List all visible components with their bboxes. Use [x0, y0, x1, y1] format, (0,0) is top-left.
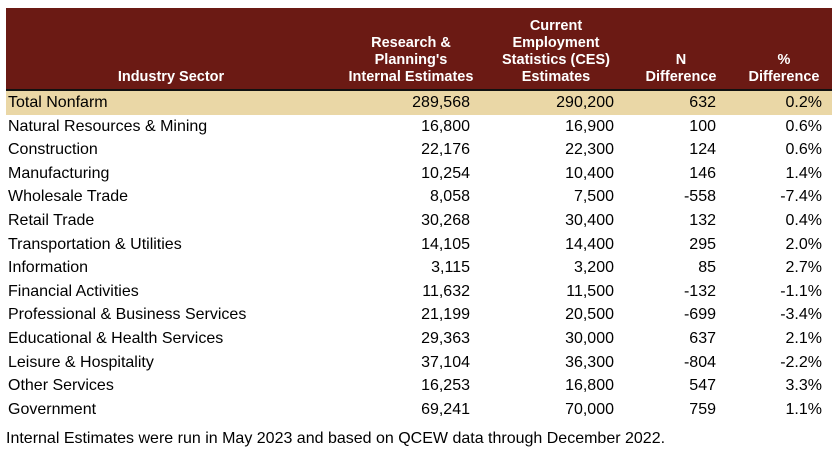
cell-pct-difference: -2.2%	[780, 353, 822, 371]
cell-internal-estimate: 37,104	[421, 353, 470, 371]
cell-n-difference: 100	[689, 117, 716, 135]
cell-n-difference: 637	[689, 329, 716, 347]
cell-internal-estimate: 11,632	[422, 282, 470, 300]
table-row: Information 3,115 3,200 85 2.7%	[6, 256, 832, 280]
cell-sector: Leisure & Hospitality	[8, 353, 154, 371]
cell-ces-estimate: 36,300	[565, 353, 614, 371]
cell-ces-estimate: 11,500	[566, 282, 614, 300]
cell-internal-estimate: 21,199	[421, 306, 470, 324]
cell-internal-estimate: 69,241	[421, 400, 470, 418]
cell-internal-estimate: 22,176	[421, 141, 470, 159]
cell-pct-difference: -1.1%	[780, 282, 822, 300]
cell-internal-estimate: 16,253	[421, 377, 470, 395]
cell-ces-estimate: 14,400	[565, 235, 614, 253]
table-row: Manufacturing 10,254 10,400 146 1.4%	[6, 162, 832, 186]
cell-n-difference: 85	[698, 259, 716, 277]
cell-internal-estimate: 8,058	[429, 188, 470, 206]
cell-pct-difference: -3.4%	[780, 306, 822, 324]
cell-internal-estimate: 30,268	[421, 211, 470, 229]
table-row: Other Services 16,253 16,800 547 3.3%	[6, 374, 832, 398]
cell-sector: Educational & Health Services	[8, 329, 224, 347]
table-row: Retail Trade 30,268 30,400 132 0.4%	[6, 209, 832, 233]
cell-n-difference: -132	[683, 282, 716, 300]
table-row: Construction 22,176 22,300 124 0.6%	[6, 138, 832, 162]
cell-ces-estimate: 3,200	[573, 259, 614, 277]
cell-sector: Financial Activities	[8, 282, 139, 300]
cell-ces-estimate: 30,000	[565, 329, 614, 347]
table-row: Professional & Business Services 21,199 20…	[6, 303, 832, 327]
table-row: Leisure & Hospitality 37,104 36,300 -804 -2.…	[6, 351, 832, 375]
cell-sector: Retail Trade	[8, 211, 95, 229]
cell-pct-difference: 2.0%	[785, 235, 822, 253]
cell-pct-difference: 0.4%	[785, 211, 822, 229]
cell-ces-estimate: 290,200	[486, 89, 626, 115]
header-industry-sector: Industry Sector	[6, 8, 336, 90]
cell-pct-difference: 0.6%	[785, 141, 822, 159]
cell-n-difference: 547	[689, 377, 716, 395]
cell-sector: Government	[8, 400, 97, 418]
cell-n-difference: -804	[683, 353, 716, 371]
cell-sector: Professional & Business Services	[8, 306, 247, 324]
cell-ces-estimate: 16,800	[565, 377, 614, 395]
total-row: Total Nonfarm 289,568 290,200 632 0.2%	[6, 89, 832, 115]
cell-sector: Transportation & Utilities	[8, 235, 182, 253]
cell-sector: Total Nonfarm	[6, 89, 336, 115]
cell-sector: Construction	[8, 141, 98, 159]
cell-n-difference: 295	[689, 235, 716, 253]
cell-internal-estimate: 14,105	[421, 235, 470, 253]
cell-n-difference: -558	[683, 188, 716, 206]
cell-sector: Manufacturing	[8, 164, 110, 182]
cell-n-difference: -699	[683, 306, 716, 324]
cell-sector: Other Services	[8, 377, 114, 395]
cell-pct-difference: 2.1%	[785, 329, 822, 347]
cell-pct-difference: 1.4%	[785, 164, 822, 182]
cell-n-difference: 759	[689, 400, 716, 418]
cell-pct-difference: 2.7%	[785, 259, 822, 277]
cell-ces-estimate: 20,500	[565, 306, 614, 324]
header-internal-estimates: Research & Planning's Internal Estimates	[336, 8, 486, 90]
table-row: Wholesale Trade 8,058 7,500 -558 -7.4%	[6, 185, 832, 209]
cell-ces-estimate: 70,000	[565, 400, 614, 418]
cell-internal-estimate: 16,800	[421, 117, 470, 135]
cell-pct-difference: -7.4%	[780, 188, 822, 206]
cell-ces-estimate: 7,500	[573, 188, 614, 206]
cell-sector: Wholesale Trade	[8, 188, 129, 206]
cell-n-difference: 124	[689, 141, 716, 159]
footnote: Internal Estimates were run in May 2023 …	[6, 430, 666, 447]
cell-ces-estimate: 16,900	[565, 117, 614, 135]
table-body: Total Nonfarm 289,568 290,200 632 0.2% Natura…	[6, 89, 832, 422]
cell-pct-difference: 0.6%	[785, 117, 822, 135]
cell-pct-difference: 0.2%	[736, 89, 832, 115]
header-n-difference: N Difference	[626, 8, 736, 90]
cell-ces-estimate: 30,400	[565, 211, 614, 229]
header-ces-estimates: Current Employment Statistics (CES) Estimat…	[486, 8, 626, 90]
table-row: Financial Activities 11,632 11,500 -132 -1.1…	[6, 280, 832, 304]
table-header-row: Industry Sector Research & Planning's Inte…	[6, 8, 832, 90]
estimates-table: Industry Sector Research & Planning's Inte…	[6, 8, 832, 421]
cell-n-difference: 632	[626, 89, 736, 115]
table-row: Natural Resources & Mining 16,800 16,900 10…	[6, 115, 832, 139]
cell-pct-difference: 1.1%	[785, 400, 822, 418]
table-row: Government 69,241 70,000 759 1.1%	[6, 398, 832, 422]
cell-internal-estimate: 3,115	[431, 259, 470, 277]
cell-ces-estimate: 22,300	[565, 141, 614, 159]
cell-n-difference: 146	[689, 164, 716, 182]
table-row: Educational & Health Services 29,363 30,00…	[6, 327, 832, 351]
cell-pct-difference: 3.3%	[785, 377, 822, 395]
cell-sector: Natural Resources & Mining	[8, 117, 208, 135]
cell-n-difference: 132	[689, 211, 716, 229]
estimates-table-container: Industry Sector Research & Planning's Inte…	[6, 8, 832, 421]
cell-sector: Information	[8, 259, 89, 277]
header-pct-difference: % Difference	[736, 8, 832, 90]
cell-internal-estimate: 10,254	[421, 164, 470, 182]
cell-internal-estimate: 29,363	[421, 329, 470, 347]
cell-internal-estimate: 289,568	[336, 89, 486, 115]
cell-ces-estimate: 10,400	[565, 164, 614, 182]
table-row: Transportation & Utilities 14,105 14,400 29…	[6, 233, 832, 257]
